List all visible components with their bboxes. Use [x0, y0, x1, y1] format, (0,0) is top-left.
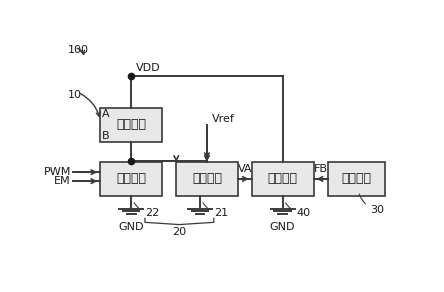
- Bar: [100, 162, 162, 196]
- Text: 发光单元: 发光单元: [116, 119, 146, 131]
- Text: EM: EM: [54, 176, 71, 186]
- Text: 21: 21: [203, 203, 228, 218]
- Text: GND: GND: [270, 222, 295, 232]
- Text: 检测模块: 检测模块: [192, 173, 222, 185]
- Text: GND: GND: [119, 222, 144, 232]
- Text: 电源芯片: 电源芯片: [341, 173, 372, 185]
- Bar: [252, 162, 313, 196]
- Text: A: A: [102, 109, 110, 119]
- Bar: [176, 162, 238, 196]
- Text: 驱动模块: 驱动模块: [116, 173, 146, 185]
- Text: 调压模块: 调压模块: [268, 173, 297, 185]
- Bar: [328, 162, 385, 196]
- Text: 40: 40: [285, 203, 310, 218]
- Text: PWM: PWM: [44, 167, 71, 177]
- Text: 100: 100: [67, 45, 88, 55]
- Text: 30: 30: [359, 194, 385, 215]
- Text: 22: 22: [134, 203, 159, 218]
- Text: FB: FB: [314, 164, 328, 174]
- Text: Vref: Vref: [212, 114, 235, 124]
- Text: 10: 10: [67, 90, 82, 100]
- Bar: [100, 108, 162, 142]
- Text: VDD: VDD: [136, 63, 161, 73]
- Text: VA: VA: [238, 164, 252, 174]
- Text: B: B: [102, 131, 110, 141]
- Text: 20: 20: [172, 227, 186, 237]
